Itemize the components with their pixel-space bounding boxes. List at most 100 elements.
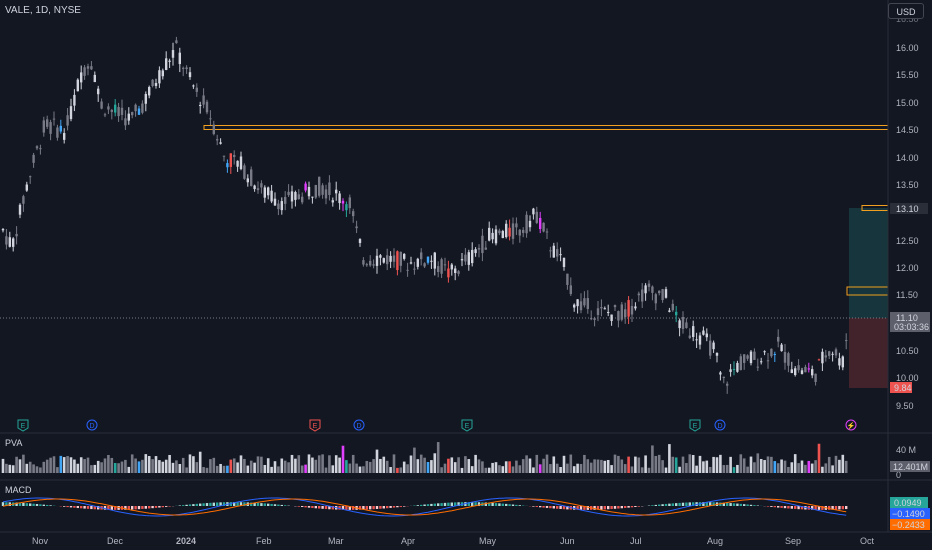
volume-bar <box>311 457 314 473</box>
lightning-event-icon[interactable]: ⚡ <box>845 419 857 431</box>
macd-histogram-bar <box>583 506 586 510</box>
macd-histogram-bar <box>263 503 266 506</box>
volume-bar <box>589 462 593 473</box>
volume-bar <box>219 463 222 473</box>
candle <box>443 257 447 271</box>
candle <box>828 350 831 360</box>
macd-histogram-bar <box>610 506 613 510</box>
candle <box>726 381 729 394</box>
candle <box>243 163 246 180</box>
volume-bars <box>1 442 848 473</box>
candle <box>437 261 440 278</box>
candle <box>301 192 304 205</box>
candle <box>457 270 460 277</box>
macd-histogram-bar <box>586 506 589 510</box>
volume-bar <box>256 456 260 473</box>
volume-bar <box>212 457 216 473</box>
macd-histogram-bar <box>199 503 202 506</box>
time-tick: Jun <box>560 536 575 546</box>
candle <box>515 217 518 235</box>
support-resistance-level[interactable] <box>203 125 889 130</box>
dividend-event-icon[interactable]: D <box>86 419 98 431</box>
macd-histogram-bar <box>267 503 270 506</box>
candle <box>137 105 141 115</box>
candle <box>205 99 209 115</box>
macd-histogram-bar <box>256 502 260 506</box>
candle <box>416 257 419 270</box>
dividend-event-icon[interactable]: D <box>353 419 365 431</box>
volume-bar <box>273 461 277 473</box>
volume-bar <box>831 465 834 473</box>
candle <box>807 362 810 373</box>
volume-bar <box>457 457 460 473</box>
candle <box>471 242 474 267</box>
candle <box>42 116 45 137</box>
volume-bar <box>691 455 695 473</box>
macd-histogram-bar <box>743 504 746 506</box>
macd-histogram-bar <box>188 504 192 506</box>
volume-bar <box>124 459 127 473</box>
macd-histogram-bar <box>321 506 324 509</box>
volume-bar <box>753 462 756 473</box>
symbol-title[interactable]: VALE, 1D, NYSE <box>5 5 81 16</box>
macd-histogram-bar <box>97 506 100 510</box>
candle <box>32 152 35 168</box>
candle <box>158 66 161 88</box>
candle <box>216 134 219 146</box>
volume-bar <box>93 464 97 473</box>
volume-value-label: 12.401M <box>893 462 928 472</box>
volume-bar <box>243 458 246 473</box>
volume-bar <box>562 455 566 473</box>
macd-histogram-bar <box>457 502 460 506</box>
macd-histogram-bar <box>692 502 695 506</box>
candle <box>375 248 379 274</box>
macd-histogram-bar <box>624 506 627 508</box>
macd-histogram-bar <box>280 504 283 506</box>
volume-bar <box>671 456 675 473</box>
macd-histogram-bar <box>399 506 402 507</box>
macd-histogram-bar <box>331 506 334 510</box>
macd-histogram-bar <box>654 504 657 506</box>
volume-bar <box>426 462 430 473</box>
macd-histogram-badge <box>890 497 928 508</box>
macd-histogram-bar <box>239 502 243 506</box>
volume-bar <box>42 461 46 473</box>
candle <box>253 184 256 192</box>
macd-histogram-bar <box>318 506 321 509</box>
macd-histogram-bar <box>756 505 759 506</box>
candle <box>532 207 535 220</box>
volume-bar <box>647 467 651 473</box>
time-tick: May <box>479 536 497 546</box>
earnings-event-icon[interactable]: E <box>17 419 29 432</box>
price-axis[interactable]: 16.50 16.00 15.50 15.00 14.50 14.00 13.5… <box>890 14 930 411</box>
volume-bar <box>766 456 770 473</box>
earnings-event-icon[interactable]: E <box>309 419 321 432</box>
dividend-event-icon[interactable]: D <box>714 419 726 431</box>
candle <box>389 251 392 269</box>
earnings-event-icon[interactable]: E <box>689 419 701 432</box>
volume-bar <box>416 459 420 473</box>
candle <box>562 257 566 271</box>
volume-bar <box>185 467 188 473</box>
macd-histogram-bar <box>661 504 664 506</box>
volume-bar <box>198 451 202 473</box>
candle <box>566 273 569 290</box>
time-tick: Sep <box>785 536 801 546</box>
macd-histogram-bar <box>739 503 742 506</box>
currency-button[interactable]: USD <box>888 3 924 19</box>
volume-bar <box>290 454 294 473</box>
volume-bar <box>759 458 763 473</box>
time-axis[interactable]: Nov Dec 2024 Feb Mar Apr May Jun Jul Aug… <box>32 536 875 546</box>
event-markers[interactable]: E D E D E E D ⚡ <box>17 419 857 432</box>
earnings-event-icon[interactable]: E <box>461 419 473 432</box>
macd-histogram-bar <box>345 506 348 510</box>
candle <box>766 352 770 369</box>
candle <box>549 246 552 258</box>
macd-histogram-bar <box>593 506 596 510</box>
macd-histogram-bar <box>726 502 729 506</box>
candle <box>511 217 515 245</box>
volume-bar <box>722 465 726 473</box>
macd-title: MACD <box>5 485 32 495</box>
candle <box>66 108 69 131</box>
